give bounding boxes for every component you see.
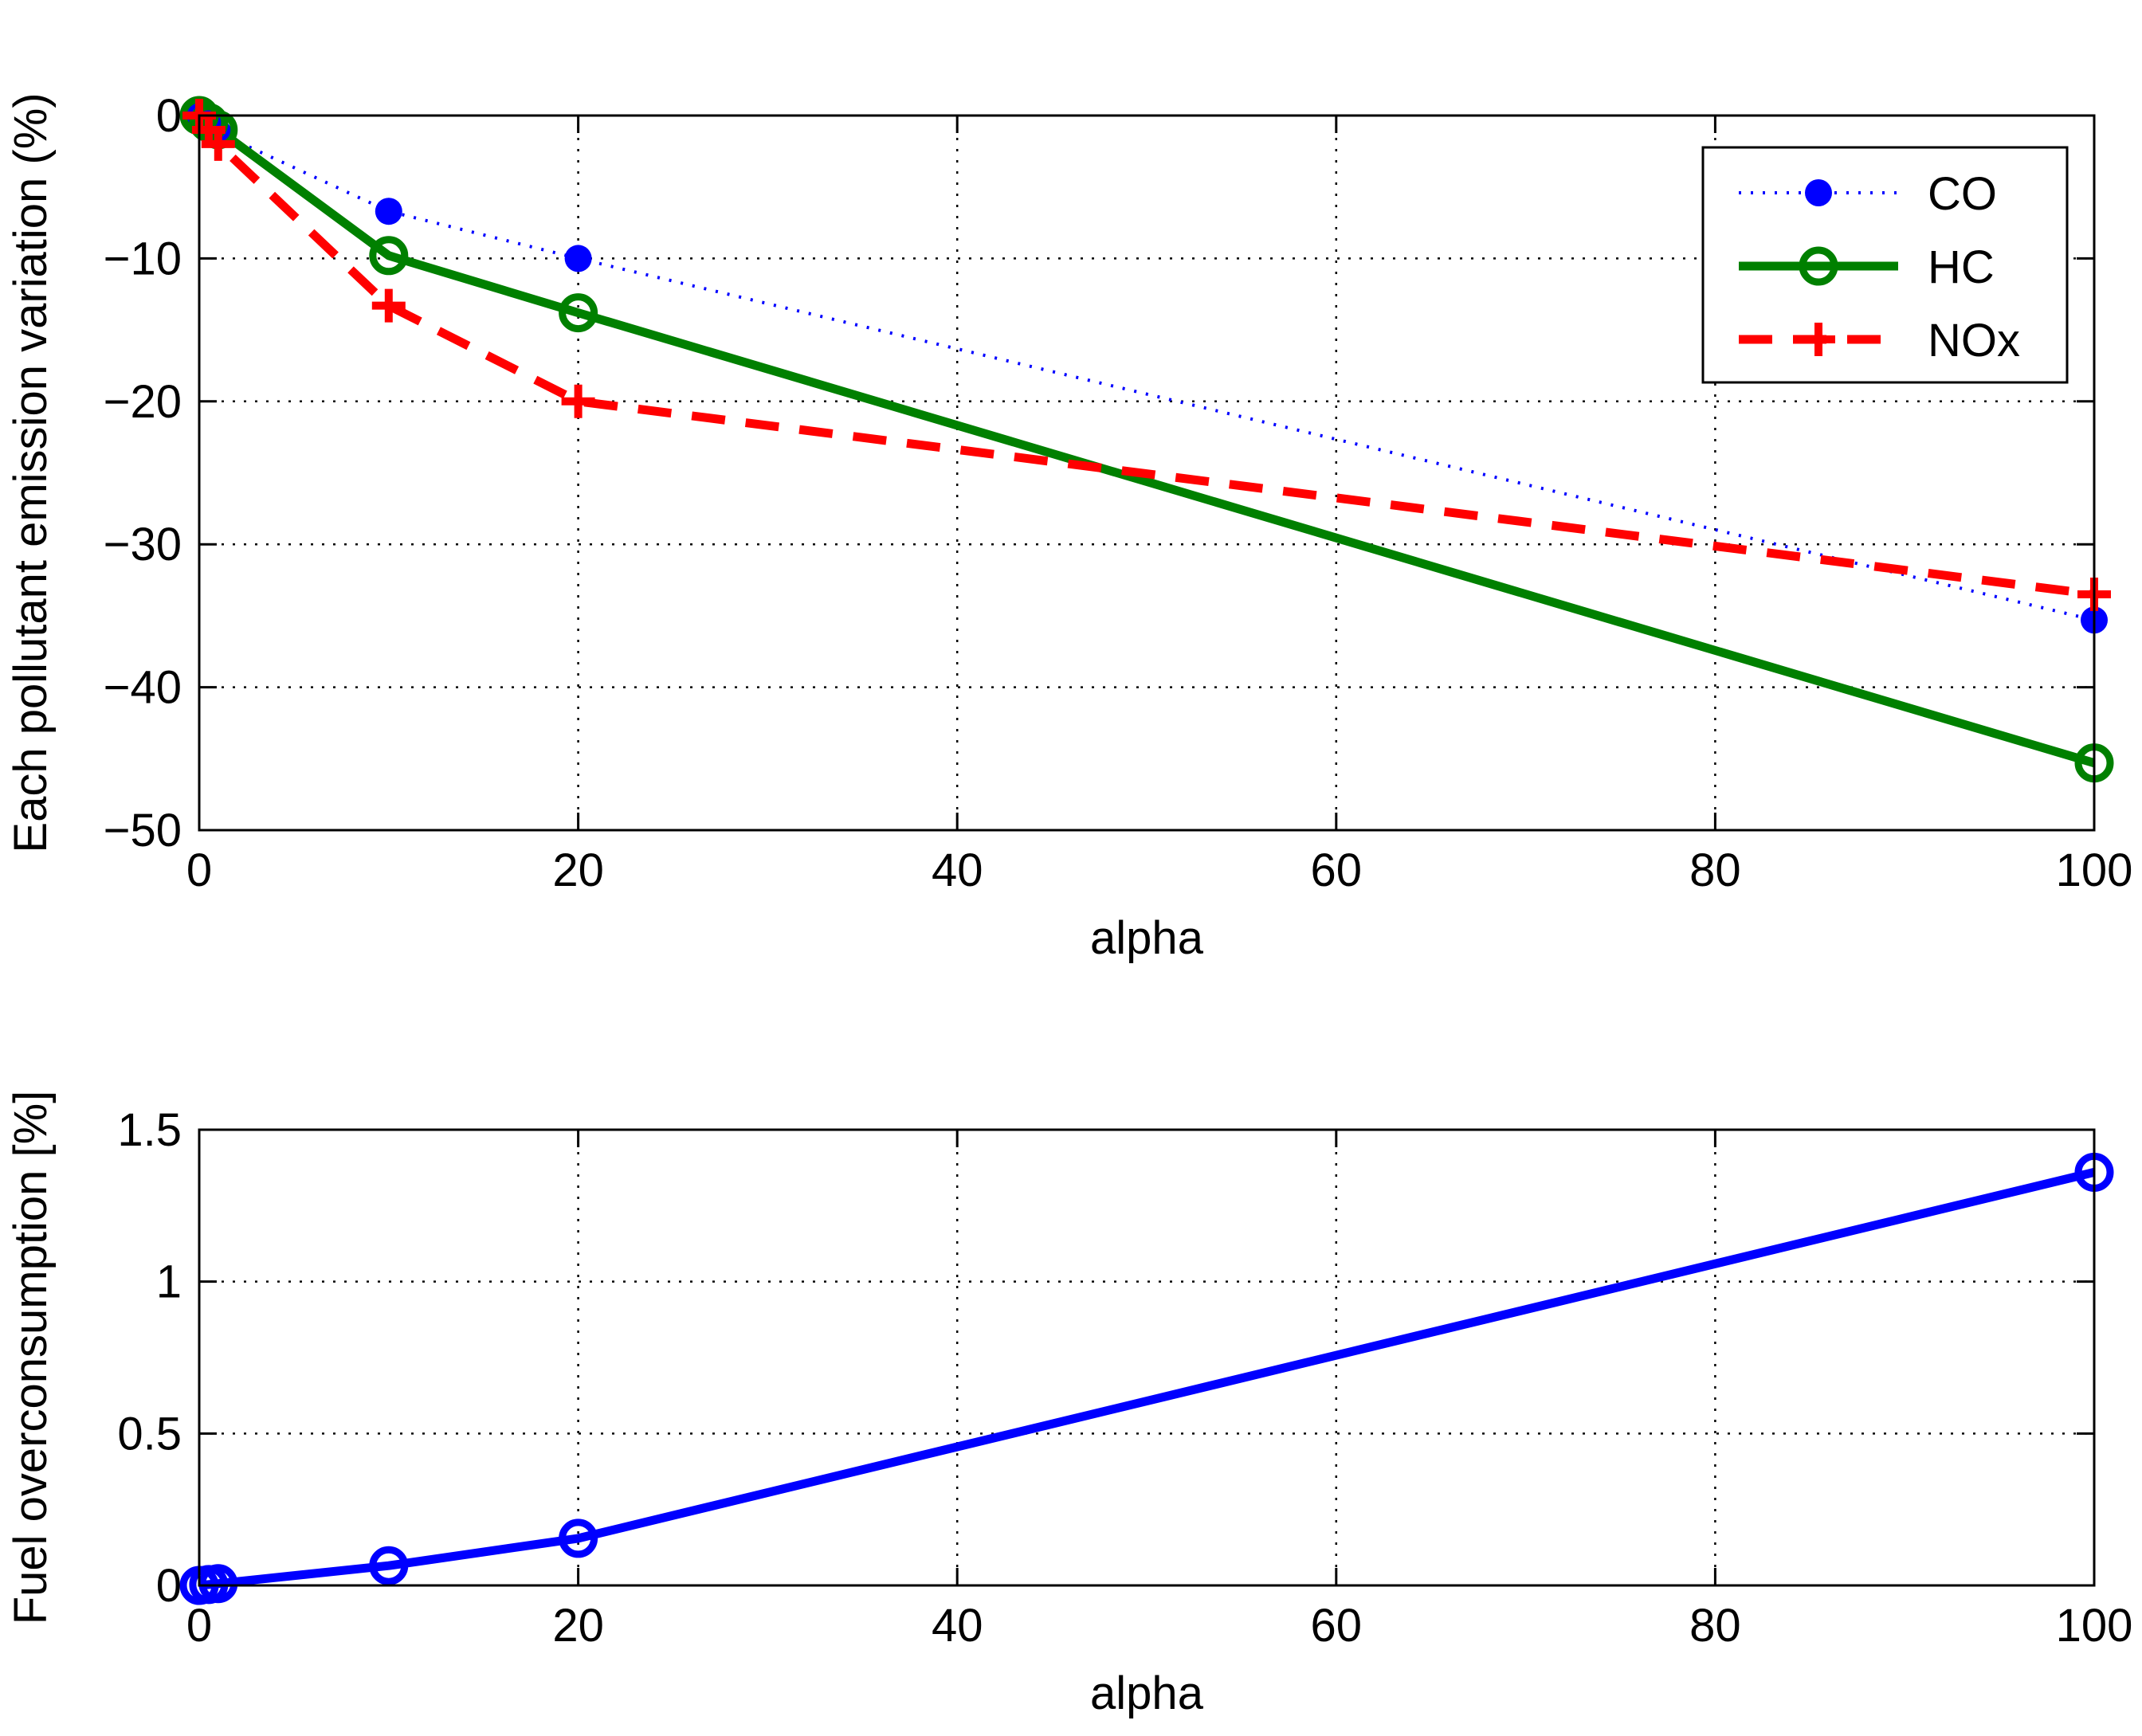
data-point-nox (561, 384, 595, 418)
data-point-fuel-overconsumption (369, 1546, 409, 1585)
x-tick-label: 60 (1311, 1600, 1363, 1652)
y-tick-label: 0 (156, 90, 182, 142)
data-point-fuel-overconsumption (198, 1564, 238, 1604)
x-tick-label: 60 (1311, 844, 1363, 896)
data-point-co (375, 198, 402, 225)
legend-marker-co (1805, 179, 1832, 206)
data-point-nox (201, 127, 235, 161)
x-tick-label: 20 (552, 844, 604, 896)
legend-label-nox: NOx (1928, 315, 2020, 366)
data-point-hc (369, 236, 409, 276)
data-point-co (564, 245, 592, 272)
data-point-nox (371, 288, 406, 323)
y-tick-label: −50 (104, 805, 182, 856)
y-tick-label: −40 (104, 662, 182, 714)
x-tick-label: 40 (932, 1600, 983, 1652)
legend-label-co: CO (1928, 168, 1997, 220)
x-tick-label: 0 (186, 1600, 212, 1652)
x-axis-label: alpha (1090, 1667, 1204, 1719)
data-point-hc (559, 293, 598, 333)
y-tick-label: 0.5 (117, 1408, 182, 1460)
data-point-fuel-overconsumption (559, 1519, 598, 1558)
y-axis-label: Each pollutant emission variation (%) (5, 92, 57, 852)
axes-frame (198, 114, 2096, 832)
y-tick-label: 1 (156, 1256, 182, 1308)
y-tick-label: 1.5 (117, 1104, 182, 1156)
y-tick-label: −10 (104, 233, 182, 284)
x-tick-label: 20 (552, 1600, 604, 1652)
legend-label-hc: HC (1928, 241, 1995, 293)
y-tick-label: 0 (156, 1560, 182, 1612)
x-tick-label: 80 (1689, 844, 1741, 896)
y-tick-label: −30 (104, 519, 182, 570)
legend-marker-nox (1802, 323, 1835, 356)
y-tick-label: −20 (104, 376, 182, 428)
axes-background (199, 1130, 2094, 1585)
x-tick-label: 40 (932, 844, 983, 896)
x-tick-label: 100 (2056, 844, 2133, 896)
x-axis-label: alpha (1090, 912, 1204, 964)
fuel-plot: 0 20 40 60 80 100 0 0.5 1 1.5 alpha Fuel overconsum… (5, 1091, 2132, 1719)
legend-marker-hc (1799, 246, 1838, 286)
x-tick-label: 100 (2056, 1600, 2133, 1652)
x-tick-label: 0 (186, 844, 212, 896)
legend: CO HC NOx (1701, 146, 2069, 384)
axes-frame (198, 1128, 2096, 1587)
x-tick-label: 80 (1689, 1600, 1741, 1652)
series-group (179, 96, 2114, 783)
y-axis-label: Fuel overconsumption [%] (5, 1091, 57, 1625)
emissions-plot: 0 20 40 60 80 100 −50 −40 −30 −20 −10 0 alpha Each po… (5, 90, 2132, 964)
